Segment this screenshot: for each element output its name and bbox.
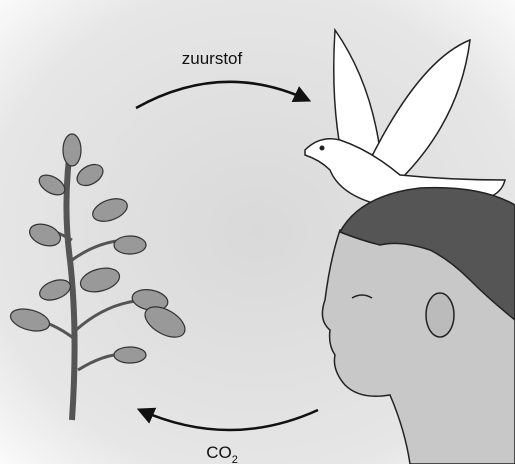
page: {"labels": {"top_arrow": "zuurstof", "bo… (0, 0, 515, 464)
co2-subscript: 2 (232, 454, 238, 464)
oxygen-label: zuurstof (182, 49, 243, 68)
diagram: zuurstof CO2 (0, 0, 515, 464)
co2-text: CO (206, 443, 232, 462)
